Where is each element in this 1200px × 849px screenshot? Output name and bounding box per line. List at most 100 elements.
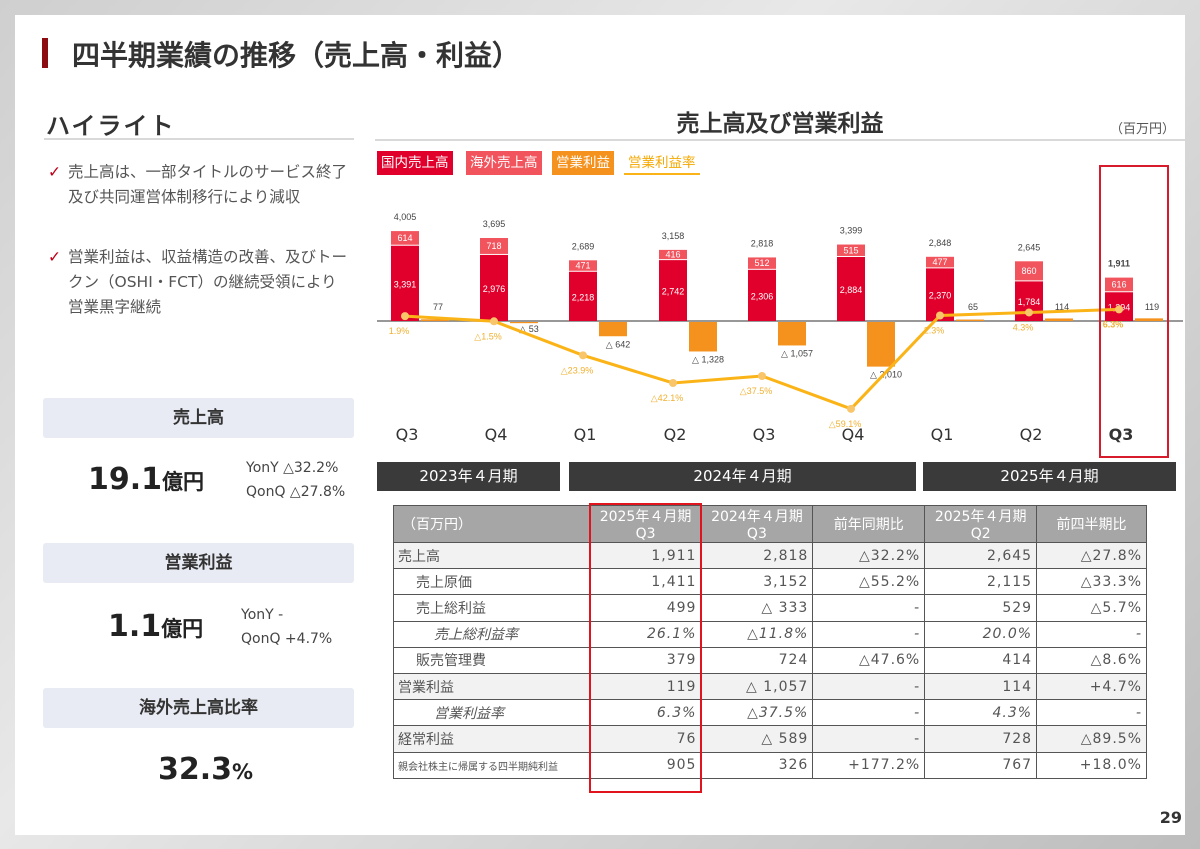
page-number: 29 — [1159, 808, 1182, 827]
point-operating-margin — [401, 312, 409, 321]
table-cell: 114 — [924, 672, 1038, 701]
table-cell: - — [1036, 620, 1147, 648]
table-cell: △8.6% — [1036, 646, 1147, 674]
table-cell: 4.3% — [924, 699, 1038, 727]
table-cell: 728 — [924, 725, 1038, 753]
kpi-overseas-ratio-label: 海外売上高比率 — [43, 688, 354, 728]
highlight-title: ハイライト — [46, 112, 176, 140]
table-row: 売上高 1,911 2,818 △32.2% 2,645 △27.8% — [393, 541, 1147, 570]
table-cell: 326 — [700, 751, 814, 779]
data-label-operating-profit: △ 1,328 — [692, 354, 724, 364]
table-cell: - — [812, 699, 926, 727]
table-cell: 2,818 — [700, 541, 814, 570]
table-cell: - — [1036, 699, 1147, 727]
kpi-sales-label: 売上高 — [43, 398, 354, 438]
x-axis-label: Q2 — [663, 425, 687, 444]
data-label-operating-profit: △ 642 — [606, 339, 630, 349]
bar-domestic-sales — [837, 256, 865, 321]
data-label-domestic: 3,391 — [394, 279, 417, 289]
chart: 3,391 614 4,005 77 2,976 718 3,695 △ 53 2,218 471… — [377, 212, 1183, 429]
row-label: 親会社株主に帰属する四半期純利益 — [393, 751, 591, 779]
point-operating-margin — [579, 351, 587, 360]
table-cell: 767 — [924, 751, 1038, 779]
data-label-total: 2,645 — [1018, 242, 1041, 252]
bar-overseas-sales — [480, 237, 508, 254]
table-cell: - — [812, 672, 926, 701]
table-cell: 414 — [924, 646, 1038, 674]
legend-domestic-sales: 国内売上高 — [377, 151, 453, 175]
point-operating-margin — [847, 404, 855, 413]
x-axis-label: Q3 — [752, 425, 776, 444]
kpi-sales-value: 19.1億円 — [88, 462, 205, 497]
legend-operating-margin: 営業利益率 — [624, 151, 700, 175]
divider — [44, 138, 354, 140]
data-label-overseas: 512 — [754, 258, 769, 268]
highlight-bullet: ✓ 売上高は、一部タイトルのサービス終了及び共同運営体制移行により減収 — [48, 160, 348, 210]
bar-overseas-sales — [569, 260, 597, 271]
table-cell: +177.2% — [812, 751, 926, 779]
data-label-total: 1,911 — [1108, 259, 1130, 269]
data-label-operating-profit: 77 — [433, 302, 443, 312]
data-label-total: 4,005 — [394, 212, 417, 222]
bar-operating-profit — [599, 322, 627, 337]
row-label: 販売管理費 — [393, 646, 591, 674]
period-label: 2023年４月期 — [377, 462, 560, 491]
data-label-operating-profit: 119 — [1145, 302, 1159, 312]
data-label-overseas: 614 — [397, 233, 412, 243]
table-cell: △11.8% — [700, 620, 814, 648]
table-cell: 2,645 — [924, 541, 1038, 570]
table-header: 前年同期比 — [812, 505, 926, 543]
table-cell: 119 — [589, 672, 702, 701]
bar-overseas-sales — [837, 244, 865, 256]
data-label-operating-profit: △ 2,010 — [870, 370, 902, 380]
row-label: 売上高 — [393, 541, 591, 570]
check-icon: ✓ — [48, 248, 61, 266]
table-cell: - — [812, 594, 926, 622]
table-cell: 3,152 — [700, 568, 814, 596]
data-label-overseas: 860 — [1021, 266, 1036, 276]
table-cell: 1,411 — [589, 568, 702, 596]
table-cell: - — [812, 620, 926, 648]
data-label-overseas: 477 — [932, 257, 947, 267]
table-cell: △ 333 — [700, 594, 814, 622]
data-label-total: 3,399 — [840, 226, 863, 236]
point-operating-margin — [490, 317, 498, 326]
bar-operating-profit — [1135, 318, 1163, 321]
check-icon: ✓ — [48, 163, 61, 181]
kpi-op-profit-label: 営業利益 — [43, 543, 354, 583]
bar-operating-profit — [421, 319, 449, 321]
table-cell: - — [812, 725, 926, 753]
table-cell: 499 — [589, 594, 702, 622]
data-label-operating-margin: △1.5% — [474, 331, 501, 341]
table-cell: △27.8% — [1036, 541, 1147, 570]
table-cell: 529 — [924, 594, 1038, 622]
data-label-overseas: 515 — [843, 245, 858, 255]
bar-domestic-sales — [480, 254, 508, 321]
row-label: 営業利益率 — [393, 699, 591, 727]
x-axis-label: Q3 — [1108, 425, 1134, 444]
point-operating-margin — [758, 372, 766, 380]
data-label-operating-margin: △42.1% — [651, 393, 683, 403]
table-row: 売上総利益率 26.1% △11.8% -20.0% - — [393, 620, 1147, 648]
table-cell: △5.7% — [1036, 594, 1147, 622]
table-cell: 2,115 — [924, 568, 1038, 596]
data-label-domestic: 2,306 — [751, 291, 774, 301]
data-label-domestic: 1,784 — [1018, 297, 1041, 307]
table-cell: 26.1% — [589, 620, 702, 648]
table-row: 営業利益 119 △ 1,057-114 +4.7% — [393, 672, 1147, 701]
data-label-total: 2,689 — [572, 241, 595, 251]
legend-operating-profit: 営業利益 — [552, 151, 614, 175]
data-label-operating-profit: 65 — [968, 302, 978, 312]
x-axis-label: Q2 — [1019, 425, 1043, 444]
data-label-operating-margin: △59.1% — [829, 419, 861, 429]
period-label: 2024年４月期 — [569, 462, 916, 491]
kpi-sales-growth: YonY △32.2% QonQ △27.8% — [246, 460, 346, 500]
table-cell: △37.5% — [700, 699, 814, 727]
row-label: 売上総利益 — [393, 594, 591, 622]
x-axis-label: Q3 — [395, 425, 419, 444]
data-label-operating-margin: 1.9% — [389, 326, 410, 336]
chart-title: 売上高及び営業利益 — [676, 111, 884, 137]
data-label-operating-profit: △ 53 — [519, 324, 538, 334]
bar-overseas-sales — [748, 257, 776, 269]
data-label-total: 3,695 — [483, 219, 506, 229]
